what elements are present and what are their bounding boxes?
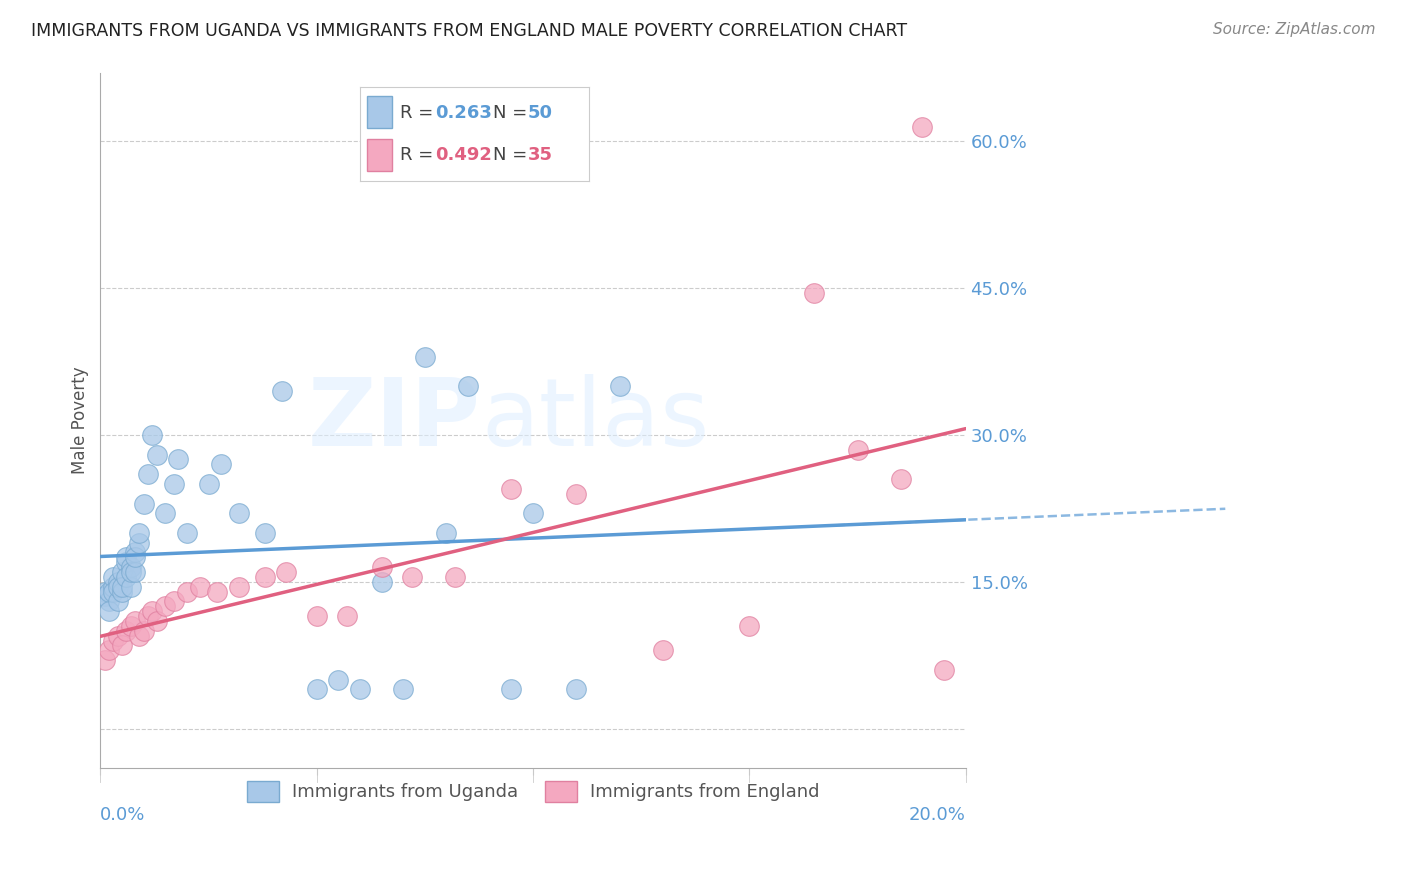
- Point: [846, 442, 869, 457]
- Point: [103, 580, 125, 594]
- Point: [128, 629, 150, 643]
- Point: [107, 580, 129, 594]
- Y-axis label: Male Poverty: Male Poverty: [72, 367, 89, 475]
- Point: [609, 379, 631, 393]
- Point: [305, 609, 328, 624]
- Text: ZIP: ZIP: [308, 375, 481, 467]
- Point: [890, 472, 912, 486]
- Point: [98, 594, 121, 608]
- Point: [124, 550, 146, 565]
- Point: [176, 525, 198, 540]
- Text: atlas: atlas: [481, 375, 710, 467]
- Point: [501, 482, 523, 496]
- Point: [197, 477, 219, 491]
- Point: [163, 477, 186, 491]
- Point: [176, 584, 198, 599]
- Point: [145, 448, 167, 462]
- Point: [370, 560, 392, 574]
- Point: [271, 384, 294, 398]
- Point: [124, 565, 146, 579]
- Point: [111, 565, 134, 579]
- Point: [98, 643, 121, 657]
- Point: [132, 624, 155, 638]
- Point: [145, 614, 167, 628]
- Point: [501, 682, 523, 697]
- Point: [111, 639, 134, 653]
- Point: [370, 574, 392, 589]
- Point: [167, 452, 190, 467]
- Point: [401, 570, 423, 584]
- Point: [522, 506, 544, 520]
- Point: [349, 682, 371, 697]
- Text: 0.0%: 0.0%: [100, 805, 146, 824]
- Point: [803, 286, 825, 301]
- Point: [103, 570, 125, 584]
- Point: [98, 584, 121, 599]
- Point: [124, 614, 146, 628]
- Point: [565, 682, 588, 697]
- Point: [120, 560, 142, 574]
- Point: [120, 580, 142, 594]
- Point: [93, 653, 115, 667]
- Point: [211, 458, 233, 472]
- Point: [107, 629, 129, 643]
- Point: [98, 604, 121, 618]
- Point: [413, 350, 436, 364]
- Point: [132, 496, 155, 510]
- Point: [128, 535, 150, 549]
- Point: [305, 682, 328, 697]
- Point: [155, 599, 177, 614]
- Point: [228, 506, 250, 520]
- Point: [738, 619, 761, 633]
- Point: [128, 525, 150, 540]
- Point: [115, 624, 138, 638]
- Point: [565, 487, 588, 501]
- Point: [111, 584, 134, 599]
- Point: [111, 580, 134, 594]
- Point: [392, 682, 415, 697]
- Point: [141, 604, 163, 618]
- Point: [115, 570, 138, 584]
- Point: [115, 550, 138, 565]
- Point: [136, 467, 159, 482]
- Point: [328, 673, 350, 687]
- Point: [336, 609, 359, 624]
- Point: [457, 379, 479, 393]
- Point: [120, 619, 142, 633]
- Point: [444, 570, 467, 584]
- Point: [253, 570, 276, 584]
- Point: [103, 584, 125, 599]
- Point: [115, 555, 138, 569]
- Point: [155, 506, 177, 520]
- Point: [107, 594, 129, 608]
- Point: [120, 565, 142, 579]
- Point: [141, 428, 163, 442]
- Point: [205, 584, 228, 599]
- Text: Source: ZipAtlas.com: Source: ZipAtlas.com: [1212, 22, 1375, 37]
- Text: 20.0%: 20.0%: [908, 805, 966, 824]
- Point: [932, 663, 955, 677]
- Point: [107, 574, 129, 589]
- Point: [163, 594, 186, 608]
- Point: [103, 633, 125, 648]
- Point: [124, 545, 146, 559]
- Point: [93, 584, 115, 599]
- Point: [276, 565, 298, 579]
- Point: [253, 525, 276, 540]
- Point: [136, 609, 159, 624]
- Point: [228, 580, 250, 594]
- Point: [911, 120, 934, 134]
- Point: [93, 590, 115, 604]
- Text: IMMIGRANTS FROM UGANDA VS IMMIGRANTS FROM ENGLAND MALE POVERTY CORRELATION CHART: IMMIGRANTS FROM UGANDA VS IMMIGRANTS FRO…: [31, 22, 907, 40]
- Legend: Immigrants from Uganda, Immigrants from England: Immigrants from Uganda, Immigrants from …: [238, 772, 828, 811]
- Point: [651, 643, 673, 657]
- Point: [436, 525, 458, 540]
- Point: [188, 580, 211, 594]
